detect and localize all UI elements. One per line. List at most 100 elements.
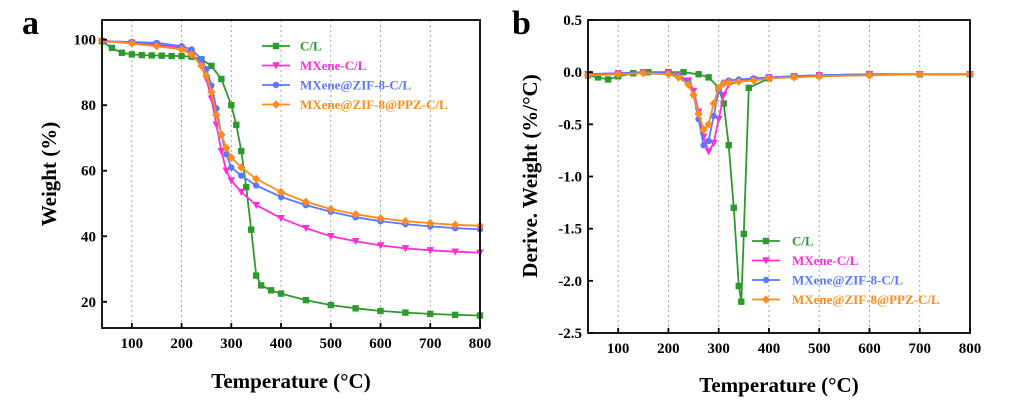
panel-a-series-3-point-6 [202,71,211,80]
panel-a-series-0-point-17 [248,226,255,233]
panel-b-series-0-point-8 [695,71,702,78]
panel-a-series-1-point-13 [252,201,260,210]
panel-a-x-ticks: 100 200 300 400 500 600 700 800 [121,323,491,352]
panel-a-y-tick-label-0: 20 [81,295,96,311]
panel-b-y-tick-label-2: -0.5 [558,117,582,133]
panel-a-series-2-line [101,40,481,231]
panel-a-series-0-point-15 [238,147,245,155]
panel-a-y-tick-label-1: 40 [81,229,96,245]
panel-b-grid [617,20,921,333]
panel-b-x-tick-label-300: 300 [707,341,730,357]
panel-a: a 100 200 300 400 500 600 700 800 20 40 60 80 100 T… [22,5,491,393]
panel-b-series-1-point-11 [714,115,723,124]
panel-b-x-tick-label-200: 200 [657,341,680,357]
panel-b-series-3-point-18 [815,72,824,81]
panel-a-series-0-point-16 [243,183,250,191]
panel-a-series-0-point-2 [118,49,126,56]
panel-a-series-3-point-14 [276,187,286,197]
panel-a-series-1-point-12 [237,188,246,197]
panel-a-series-0-point-4 [138,51,145,59]
panel-b-legend-label-3: MXene@ZIF-8@PPZ-C/L [792,292,940,307]
panel-b-series-3-point-15 [749,76,759,85]
panel-b-x-tick-label-800: 800 [959,341,982,357]
panel-b-y-axis-title: Derive. Weight (%/°C) [518,74,542,277]
panel-a-series-1-point-17 [351,237,360,246]
panel-a-series-3-point-13 [251,174,261,184]
panel-a-y-tick-label-4: 100 [74,33,97,49]
panel-b-legend: C/L MXene-C/L MXene@ZIF-8-C/L MXene@ZIF-8@P… [752,234,940,307]
panel-a-series-0-point-6 [158,52,165,59]
panel-b-series-2-point-10 [710,112,717,120]
panel-a-series-3-point-21 [450,220,460,229]
panel-a-series-0-point-3 [128,51,136,58]
panel-a-legend-label-0: C/L [300,39,322,54]
panel-b-x-tick-label-600: 600 [858,341,881,357]
panel-a-legend-label-3: MXene@ZIF-8@PPZ-C/L [300,97,448,112]
panel-b-x-axis-title: Temperature (°C) [699,373,858,397]
panel-a-series-3-point-16 [326,204,335,214]
panel-b-series-2-line [587,71,970,147]
panel-b-series-3-point-11 [714,83,723,93]
panel-b-series-2-point-8 [700,142,707,149]
panel-a-series-1 [98,38,484,257]
panel-a-legend-marker-0 [272,42,280,50]
panel-a-y-ticks: 20 40 60 80 100 [74,33,107,311]
panel-a-series-2-point-5 [198,56,205,63]
panel-a-series-0-line [101,40,481,317]
panel-a-series-2-point-11 [228,164,235,171]
panel-a-series-3-point-12 [237,163,246,172]
panel-a-series-0-point-21 [277,290,285,297]
panel-a-series-0-point-7 [168,52,175,60]
panel-a-series-3-point-18 [376,214,385,223]
panel-b-legend-marker-1 [762,257,770,265]
panel-a-series-2-point-13 [252,182,260,189]
panel-b-series-0 [584,68,974,305]
panel-a-legend-label-2: MXene@ZIF-8-C/L [300,78,411,93]
panel-b-series-3-point-10 [709,99,718,108]
panel-a-x-tick-label-100: 100 [121,336,144,352]
panel-b-series-3-point-7 [694,109,703,119]
panel-a-series-0-point-12 [218,75,225,83]
panel-b-y-tick-label-5: -2.0 [558,274,582,290]
panel-a-series-2-point-12 [238,172,245,179]
panel-a-series-1-point-20 [426,247,435,255]
panel-a-y-tick-label-3: 80 [81,98,96,114]
panel-b-series-1 [584,68,974,156]
panel-b-series-0-point-12 [725,142,732,149]
panel-a-series-0-point-23 [327,301,334,309]
panel-a-y-axis-title: Weight (%) [37,122,61,226]
panel-a-series-0-point-1 [108,44,116,52]
panel-b-legend-marker-3 [761,295,771,304]
panel-a-label: a [22,5,39,42]
panel-a-series-3 [97,36,485,230]
panel-a-series-3-point-1 [127,39,137,48]
panel-b-x-tick-label-400: 400 [758,341,781,357]
panel-b-x-ticks: 100 200 300 400 500 600 700 800 [607,328,981,357]
panel-a-series-0 [98,38,484,319]
panel-b-series [583,68,975,305]
panel-a-series-0-point-19 [257,282,265,289]
panel-b-series-0-point-11 [720,100,727,107]
panel-a-grid [131,20,431,328]
panel-b-y-tick-label-3: -1.0 [558,170,582,186]
panel-a-series-0-point-28 [451,311,459,319]
panel-a-series-0-point-22 [302,296,310,304]
panel-a-series [97,36,485,319]
panel-b-x-tick-label-500: 500 [808,341,831,357]
panel-b-series-3-point-2 [639,69,648,78]
panel-b-series-3-point-3 [664,70,673,79]
panel-a-series-3-point-10 [222,143,231,152]
panel-b-series-1-line [587,71,970,153]
panel-b-series-1-point-10 [709,139,718,148]
panel-a-x-axis-title: Temperature (°C) [211,369,370,393]
panel-b-series-3-point-9 [704,120,713,129]
panel-a-series-1-point-11 [227,177,236,185]
panel-a-series-0-point-14 [233,121,240,129]
panel-a-series-0-point-11 [208,62,215,70]
panel-a-series-3-point-19 [401,216,410,226]
panel-b-series-0-point-14 [735,282,742,290]
panel-b: b 100 200 300 400 500 600 700 800 0.5 0.0 -0.5 -1.… [512,5,981,397]
panel-a-series-1-point-9 [217,147,226,156]
panel-b-series-3-point-4 [674,73,683,82]
panel-b-series-3-point-16 [764,74,774,83]
